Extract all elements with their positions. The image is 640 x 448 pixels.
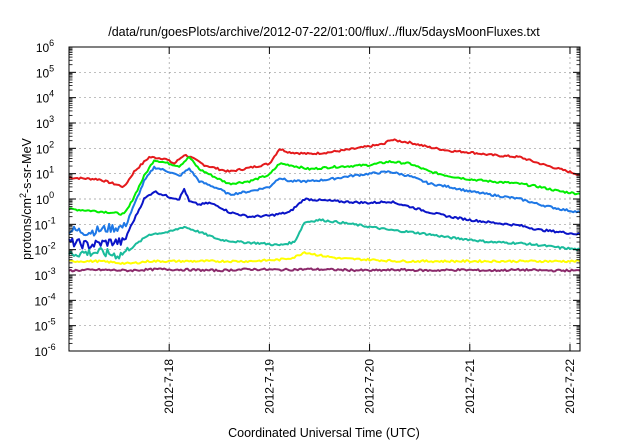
y-tick-label: 102 xyxy=(36,139,54,156)
series-line xyxy=(68,156,581,216)
y-tick-exponent: 1 xyxy=(49,165,54,175)
y-tick-label: 100 xyxy=(36,190,54,207)
y-tick-base: 10 xyxy=(34,294,48,308)
y-tick-label: 10-6 xyxy=(34,342,55,359)
y-tick-exponent: -3 xyxy=(48,266,56,276)
series-layer xyxy=(68,138,581,273)
y-tick-exponent: -5 xyxy=(48,317,56,327)
y-tick-exponent: 5 xyxy=(49,63,54,73)
y-tick-base: 10 xyxy=(34,218,48,232)
y-tick-exponent: 2 xyxy=(49,139,54,149)
series-line xyxy=(68,218,581,260)
y-tick-base: 10 xyxy=(36,193,50,207)
series-line xyxy=(68,187,581,250)
x-tick-label: 2012-7-18 xyxy=(162,359,176,414)
y-tick-base: 10 xyxy=(36,66,50,80)
y-tick-base: 10 xyxy=(34,345,48,359)
y-tick-label: 10-1 xyxy=(34,215,55,232)
y-tick-base: 10 xyxy=(34,320,48,334)
series-line xyxy=(68,251,581,265)
y-tick-label: 10-2 xyxy=(34,241,55,258)
y-tick-label: 101 xyxy=(36,165,54,182)
y-tick-label: 103 xyxy=(36,114,54,131)
y-tick-base: 10 xyxy=(34,269,48,283)
y-tick-exponent: -1 xyxy=(48,215,56,225)
y-axis: 10-610-510-410-310-210-11001011021031041… xyxy=(34,38,580,359)
y-tick-exponent: 6 xyxy=(49,38,54,48)
x-axis: 2012-7-18 2012-7-19 2012-7-20 2012-7-21 2012… xyxy=(162,47,577,414)
y-tick-label: 106 xyxy=(36,38,54,55)
y-tick-label: 10-5 xyxy=(34,317,55,334)
x-tick-label: 2012-7-22 xyxy=(563,359,577,414)
y-tick-exponent: -2 xyxy=(48,241,56,251)
y-tick-exponent: -4 xyxy=(48,291,56,301)
y-tick-exponent: 0 xyxy=(49,190,54,200)
y-tick-label: 10-4 xyxy=(34,291,55,308)
y-tick-base: 10 xyxy=(36,142,50,156)
x-tick-label: 2012-7-20 xyxy=(363,359,377,414)
x-tick-label: 2012-7-21 xyxy=(463,359,477,414)
y-tick-exponent: 4 xyxy=(49,89,54,99)
y-tick-base: 10 xyxy=(34,244,48,258)
series-line xyxy=(69,138,581,189)
y-axis-label: protons/cm2-s-sr-MeV xyxy=(18,137,34,259)
x-tick-label: 2012-7-19 xyxy=(262,359,276,414)
grid-lines xyxy=(69,47,580,351)
y-tick-base: 10 xyxy=(36,117,50,131)
y-tick-label: 105 xyxy=(36,63,54,80)
y-axis-label-sup: 2 xyxy=(18,193,28,198)
y-tick-exponent: 3 xyxy=(49,114,54,124)
chart-title: /data/run/goesPlots/archive/2012-07-22/0… xyxy=(108,25,540,39)
y-tick-base: 10 xyxy=(36,41,50,55)
x-axis-label: Coordinated Universal Time (UTC) xyxy=(228,426,420,440)
y-axis-label-suffix: -s-sr-MeV xyxy=(20,137,34,193)
series-line xyxy=(68,165,581,237)
y-tick-base: 10 xyxy=(36,92,50,106)
series-line xyxy=(68,267,581,273)
y-tick-exponent: -6 xyxy=(48,342,56,352)
y-tick-base: 10 xyxy=(36,168,50,182)
y-tick-label: 10-3 xyxy=(34,266,55,283)
y-tick-label: 104 xyxy=(36,89,54,106)
y-axis-label-prefix: protons/cm xyxy=(20,198,34,260)
